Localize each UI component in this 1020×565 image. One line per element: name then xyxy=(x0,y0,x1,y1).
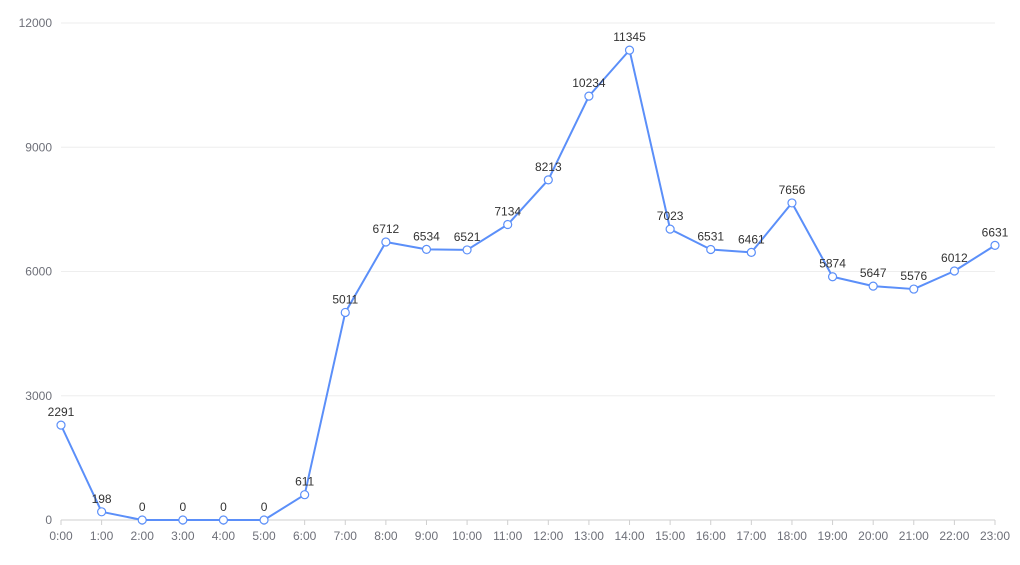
data-label: 5011 xyxy=(332,292,358,306)
data-label: 11345 xyxy=(613,30,646,44)
data-label: 198 xyxy=(92,492,112,506)
x-tick-label: 22:00 xyxy=(939,529,969,543)
data-point xyxy=(421,244,432,254)
data-point xyxy=(746,247,756,258)
x-tick-label: 9:00 xyxy=(415,529,439,543)
x-tick-label: 7:00 xyxy=(334,529,358,543)
grid-layer xyxy=(61,22,995,397)
data-point xyxy=(340,307,350,318)
data-point xyxy=(137,515,147,525)
data-label: 6461 xyxy=(738,232,765,246)
x-tick-label: 3:00 xyxy=(171,529,195,543)
data-point xyxy=(787,198,797,208)
data-point xyxy=(868,281,878,291)
x-tick-label: 19:00 xyxy=(818,529,848,543)
data-label: 8213 xyxy=(535,160,562,174)
x-tick-label: 21:00 xyxy=(899,529,929,543)
x-tick-label: 23:00 xyxy=(980,529,1010,543)
x-tick-label: 2:00 xyxy=(131,529,155,543)
x-tick-label: 10:00 xyxy=(452,529,482,543)
series-line xyxy=(60,49,996,521)
data-label: 7134 xyxy=(494,205,521,219)
data-point xyxy=(178,515,188,525)
x-tick-label: 14:00 xyxy=(615,529,645,543)
data-point xyxy=(909,284,919,294)
x-tick-label: 17:00 xyxy=(736,529,766,543)
x-tick-label: 6:00 xyxy=(293,529,317,543)
data-point xyxy=(665,224,675,234)
data-label: 611 xyxy=(295,475,314,489)
data-label: 7656 xyxy=(779,183,806,197)
data-label: 5647 xyxy=(860,266,887,280)
x-tick-label: 15:00 xyxy=(655,529,685,543)
series-layer xyxy=(56,45,1000,525)
data-point xyxy=(706,244,716,255)
x-tick-label: 12:00 xyxy=(533,529,563,543)
y-tick-label: 6000 xyxy=(25,265,52,279)
data-label: 6712 xyxy=(373,222,400,236)
data-point xyxy=(300,490,310,500)
x-tick-label: 8:00 xyxy=(374,529,398,543)
x-tick-label: 18:00 xyxy=(777,529,807,543)
data-label: 0 xyxy=(261,500,268,514)
data-label: 5576 xyxy=(900,269,927,283)
data-label: 0 xyxy=(179,500,186,514)
data-label: 6631 xyxy=(982,225,1009,239)
data-label: 0 xyxy=(220,500,227,514)
data-point xyxy=(259,515,269,525)
y-tick-label: 12000 xyxy=(19,16,53,30)
y-tick-label: 9000 xyxy=(25,140,52,154)
data-label: 10234 xyxy=(572,76,606,90)
data-point xyxy=(462,245,472,255)
data-label: 5874 xyxy=(819,257,846,271)
x-tick-label: 1:00 xyxy=(90,529,114,543)
x-tick-label: 4:00 xyxy=(212,529,236,543)
data-label: 2291 xyxy=(48,405,75,419)
data-label: 6012 xyxy=(941,251,968,265)
x-tick-label: 20:00 xyxy=(858,529,888,543)
data-label: 7023 xyxy=(657,209,684,223)
x-tick-label: 5:00 xyxy=(252,529,276,543)
data-point xyxy=(97,507,107,517)
data-point xyxy=(990,240,1000,250)
y-tick-label: 3000 xyxy=(25,389,52,403)
x-tick-label: 13:00 xyxy=(574,529,604,543)
data-label-layer: 2291 198 0 0 0 0 611 5011 6712 6534 6521 7134 8213 10… xyxy=(48,30,1009,514)
data-point xyxy=(381,237,391,247)
data-label: 6534 xyxy=(413,229,440,243)
data-label: 6521 xyxy=(454,230,481,244)
data-point xyxy=(949,266,959,276)
data-point xyxy=(584,91,594,101)
data-point xyxy=(503,219,513,230)
data-point xyxy=(827,272,838,282)
x-tick-label: 11:00 xyxy=(493,529,522,543)
x-tick-label: 16:00 xyxy=(696,529,726,543)
data-point xyxy=(56,420,66,430)
data-label: 0 xyxy=(139,500,146,514)
data-point xyxy=(218,515,229,525)
x-tick-label: 0:00 xyxy=(49,529,73,543)
data-point xyxy=(543,175,553,185)
y-tick-label: 0 xyxy=(45,513,52,527)
data-label: 6531 xyxy=(697,230,724,244)
data-point xyxy=(624,45,635,55)
